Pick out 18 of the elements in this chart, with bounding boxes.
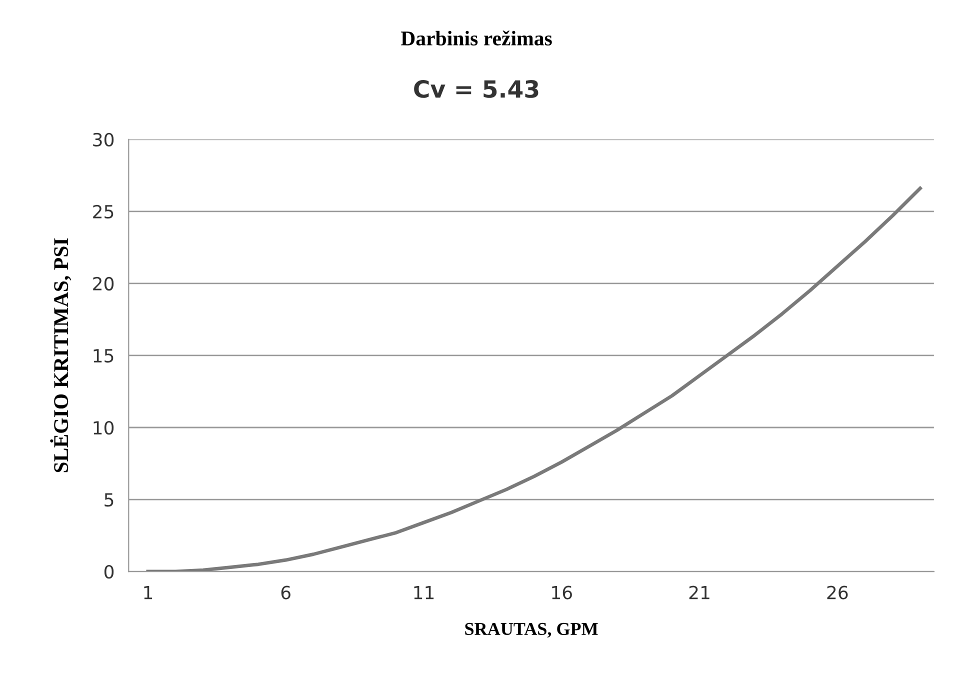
y-tick-label: 5 [104, 493, 114, 507]
x-tick-label: 26 [827, 586, 848, 600]
y-tick-label: 30 [93, 132, 114, 147]
y-tick-label: 20 [93, 276, 114, 291]
y-tick-label: 10 [94, 420, 114, 435]
x-tick-label: 16 [552, 586, 572, 600]
y-tick-label: 0 [104, 565, 114, 579]
line-series [146, 186, 922, 572]
x-tick-label: 1 [144, 586, 152, 600]
y-tick-label: 15 [94, 349, 114, 363]
y-tick-label: 25 [93, 204, 114, 219]
x-axis-title: SRAUTAS, GPM [465, 622, 598, 638]
chart-title: Darbinis režimas [400, 30, 552, 46]
x-tick-label: 11 [414, 586, 434, 600]
x-tick-label: 6 [281, 586, 290, 600]
y-axis-title: SLĖGIO KRITIMAS, PSI [50, 238, 72, 472]
chart-subtitle: Cv = 5.43 [414, 80, 538, 98]
x-tick-label: 21 [689, 586, 710, 600]
